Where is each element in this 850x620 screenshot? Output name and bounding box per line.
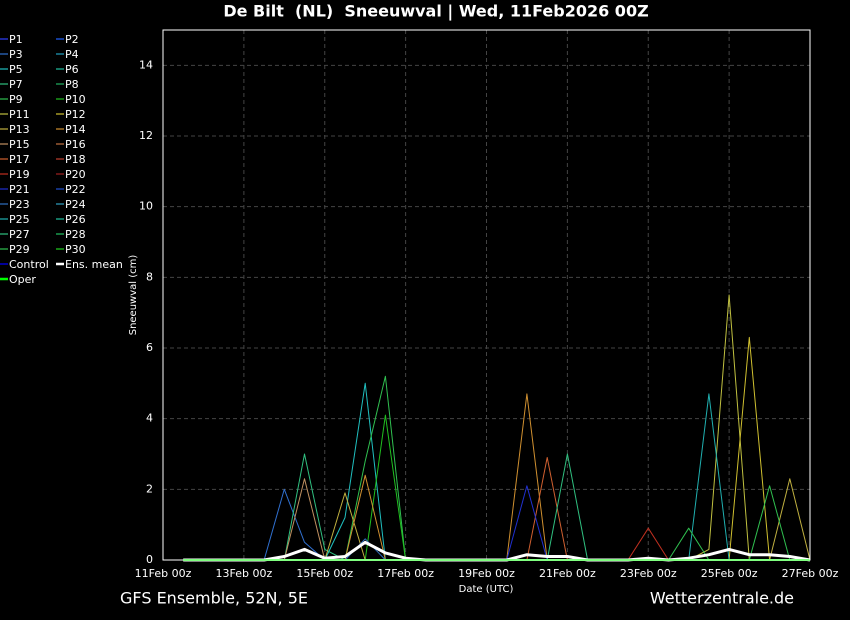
legend-label: P26 xyxy=(65,213,86,226)
legend-label: P14 xyxy=(65,123,86,136)
x-tick-label: 25Feb 00z xyxy=(701,567,758,580)
y-axis-label: Sneeuwval (cm) xyxy=(128,255,139,336)
legend-label: P25 xyxy=(9,213,30,226)
legend-label: P5 xyxy=(9,63,23,76)
x-tick-label: 21Feb 00z xyxy=(539,567,596,580)
x-tick-label: 15Feb 00z xyxy=(296,567,353,580)
x-tick-label: 23Feb 00z xyxy=(620,567,677,580)
legend-label: P15 xyxy=(9,138,30,151)
y-tick-label: 8 xyxy=(146,270,153,283)
footer-right: Wetterzentrale.de xyxy=(650,589,794,608)
legend-label: P8 xyxy=(65,78,79,91)
legend-label: P3 xyxy=(9,48,23,61)
legend-label: P4 xyxy=(65,48,79,61)
legend-label: P30 xyxy=(65,243,86,256)
legend-label: P23 xyxy=(9,198,30,211)
legend-label: P12 xyxy=(65,108,86,121)
y-tick-label: 10 xyxy=(139,200,153,213)
legend-label: P7 xyxy=(9,78,23,91)
y-tick-label: 6 xyxy=(146,341,153,354)
legend-label: P19 xyxy=(9,168,30,181)
footer-left: GFS Ensemble, 52N, 5E xyxy=(120,589,308,608)
x-tick-label: 19Feb 00z xyxy=(458,567,515,580)
legend-label: P16 xyxy=(65,138,86,151)
x-tick-label: 11Feb 00z xyxy=(135,567,192,580)
legend-label: P29 xyxy=(9,243,30,256)
legend-label: P9 xyxy=(9,93,23,106)
legend-label: P20 xyxy=(65,168,86,181)
legend-label: Control xyxy=(9,258,49,271)
y-tick-label: 4 xyxy=(146,412,153,425)
plot-frame xyxy=(162,29,811,561)
legend-label: P2 xyxy=(65,33,79,46)
legend-label: P6 xyxy=(65,63,79,76)
x-tick-label: 17Feb 00z xyxy=(377,567,434,580)
legend-label: P13 xyxy=(9,123,30,136)
legend-label: P17 xyxy=(9,153,30,166)
chart-title: De Bilt (NL) Sneeuwval | Wed, 11Feb2026 … xyxy=(223,2,648,22)
x-axis-label: Date (UTC) xyxy=(459,584,514,595)
legend-label: P10 xyxy=(65,93,86,106)
legend: P1 P2 P3 P4 P5 P6 P7 P8 P9 P10 P11 P12 P13 P14 P15 P16 P… xyxy=(0,33,123,286)
legend-label: P1 xyxy=(9,33,23,46)
legend-label: P28 xyxy=(65,228,86,241)
legend-label: P24 xyxy=(65,198,86,211)
legend-label: P18 xyxy=(65,153,86,166)
x-tick-label: 13Feb 00z xyxy=(216,567,273,580)
legend-label: Ens. mean xyxy=(65,258,123,271)
legend-label: P21 xyxy=(9,183,30,196)
y-tick-label: 12 xyxy=(139,129,153,142)
y-tick-label: 14 xyxy=(139,58,153,71)
x-tick-label: 27Feb 00z xyxy=(782,567,839,580)
y-tick-label: 0 xyxy=(146,553,153,566)
legend-label: P27 xyxy=(9,228,30,241)
legend-label: P22 xyxy=(65,183,86,196)
legend-label: Oper xyxy=(9,273,36,286)
legend-label: P11 xyxy=(9,108,30,121)
y-tick-label: 2 xyxy=(146,482,153,495)
